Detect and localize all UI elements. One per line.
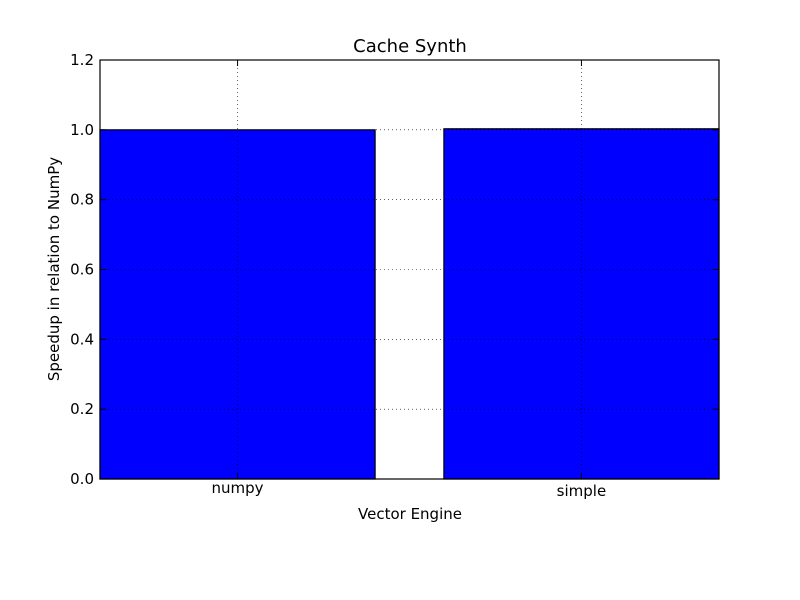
y-tick-label: 0.2	[70, 400, 94, 418]
x-axis-label: Vector Engine	[358, 505, 462, 523]
y-tick-label: 1.0	[70, 121, 94, 139]
y-tick-label: 0.4	[70, 330, 94, 348]
y-axis-label: Speedup in relation to NumPy	[45, 157, 63, 381]
x-tick-label-numpy: numpy	[212, 479, 264, 497]
x-tick-label-simple: simple	[557, 482, 607, 500]
y-tick-label: 0.0	[70, 470, 94, 488]
chart-title: Cache Synth	[353, 36, 467, 57]
bar-simple	[443, 128, 720, 480]
y-tick-label: 0.6	[70, 261, 94, 279]
y-tick-label: 0.8	[70, 191, 94, 209]
bars-layer	[99, 128, 720, 480]
ticks-layer: 0.0 0.2 0.4 0.6 0.8 1.0 1.2 numpy simple	[70, 51, 719, 500]
y-tick-label: 1.2	[70, 51, 94, 69]
